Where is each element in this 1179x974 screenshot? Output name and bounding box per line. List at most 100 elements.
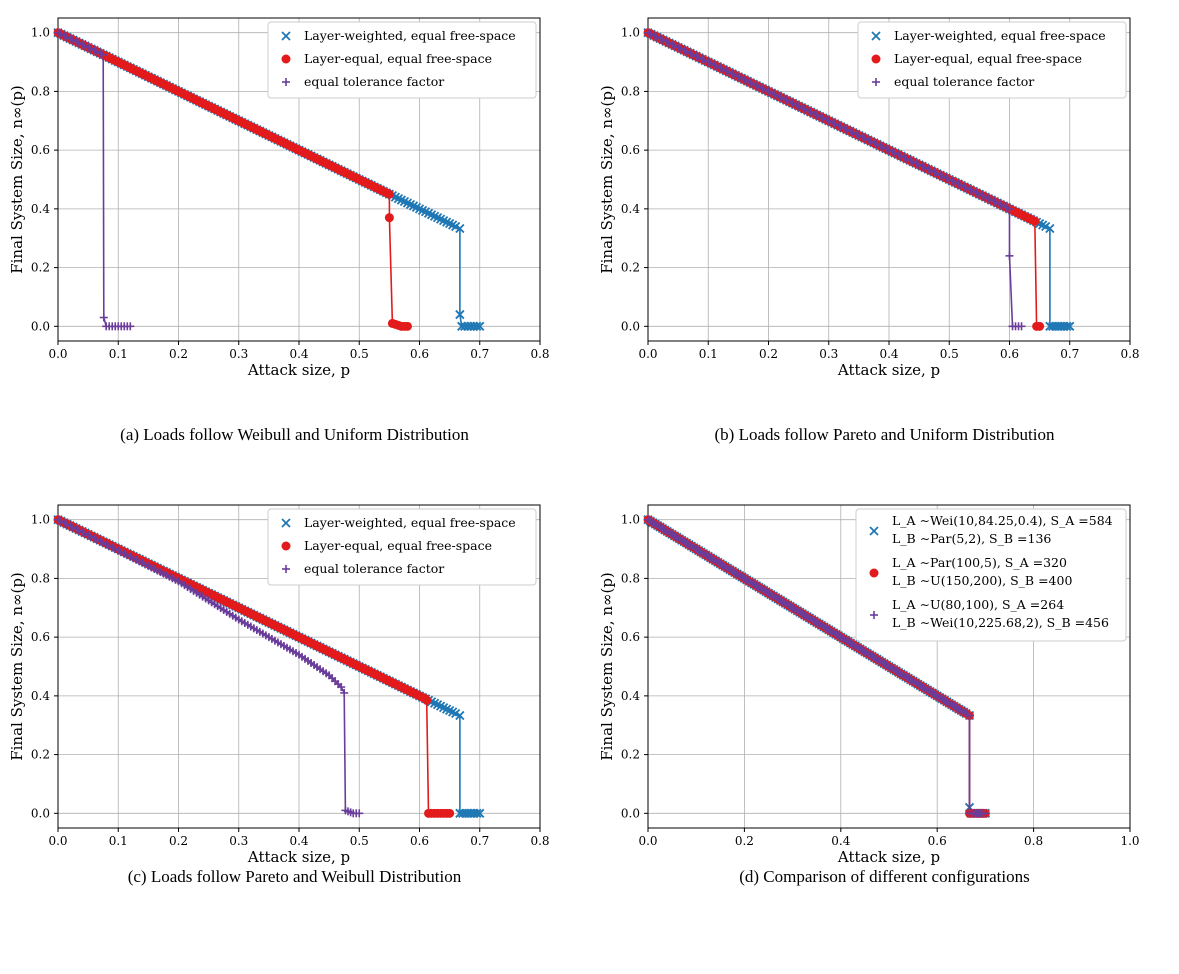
data-point <box>99 313 108 322</box>
legend-marker <box>281 31 291 41</box>
y-tick-label: 0.0 <box>31 319 50 333</box>
data-point <box>126 322 135 331</box>
legend-label: equal tolerance factor <box>304 74 444 89</box>
data-point <box>475 321 485 331</box>
data-point <box>99 50 108 59</box>
x-tick-label: 0.2 <box>735 834 754 848</box>
series-line <box>57 31 131 328</box>
legend-marker <box>281 518 291 528</box>
legend-marker <box>281 54 291 64</box>
x-axis-label: Attack size, p <box>247 848 350 866</box>
x-tick-label: 0.2 <box>169 347 188 361</box>
x-tick-label: 0.0 <box>638 834 657 848</box>
x-tick-label: 0.0 <box>638 347 657 361</box>
data-point <box>1030 216 1040 226</box>
y-tick-label: 0.8 <box>621 84 640 98</box>
data-point <box>472 808 482 818</box>
panel-c: 0.0 0.1 0.2 0.3 0.4 0.5 0.6 0.7 0.8 0.0 0.2 0.4 0.6 0… <box>0 487 589 974</box>
data-point <box>965 711 974 720</box>
y-tick-label: 0.8 <box>31 84 50 98</box>
x-tick-label: 0.1 <box>109 834 128 848</box>
caption: (c) Loads follow Pareto and Weibull Dist… <box>127 867 462 886</box>
legend-marker <box>869 526 879 536</box>
legend-label: Layer-weighted, equal free-space <box>304 28 516 43</box>
x-tick-label: 0.8 <box>530 834 549 848</box>
series-2 <box>644 515 990 818</box>
data-point <box>1035 321 1045 331</box>
x-tick-label: 0.2 <box>169 834 188 848</box>
legend-label: Layer-equal, equal free-space <box>304 538 492 553</box>
x-tick-label: 0.4 <box>831 834 850 848</box>
x-tick-label: 0.1 <box>109 347 128 361</box>
x-axis-label: Attack size, p <box>837 361 940 379</box>
legend-label: equal tolerance factor <box>304 561 444 576</box>
x-tick-label: 0.7 <box>1060 347 1079 361</box>
legend-marker <box>281 541 291 551</box>
caption: (b) Loads follow Pareto and Uniform Dist… <box>714 425 1055 444</box>
x-axis-label: Attack size, p <box>247 361 350 379</box>
data-point <box>1005 251 1014 260</box>
legend-label: L_A ∼Wei(10,84.25,0.4), S_A =584 <box>892 513 1113 528</box>
data-point <box>1017 322 1026 331</box>
y-tick-label: 0.0 <box>31 806 50 820</box>
y-tick-label: 1.0 <box>621 513 640 527</box>
legend-marker <box>282 78 290 86</box>
plot-frame <box>647 504 1131 829</box>
x-axis-label: Attack size, p <box>837 848 940 866</box>
legend-box <box>267 508 537 586</box>
panel-d: 0.0 0.2 0.4 0.6 0.8 1.0 0.0 0.2 0.4 0.6 0.8 1.0 Atta… <box>590 487 1179 974</box>
y-tick-label: 0.4 <box>621 202 640 216</box>
legend-label: Layer-weighted, equal free-space <box>304 515 516 530</box>
x-tick-label: 0.7 <box>470 347 489 361</box>
y-tick-label: 0.8 <box>621 571 640 585</box>
data-point <box>1005 204 1014 213</box>
y-axis-label: Final System Size, n∞(p) <box>8 85 26 274</box>
chart-svg: 0.0 0.1 0.2 0.3 0.4 0.5 0.6 0.7 0.8 0.0 0.2 0.4 0.6 0… <box>598 17 1140 379</box>
chart-svg: 0.0 0.1 0.2 0.3 0.4 0.5 0.6 0.7 0.8 0.0 0.2 0.4 0.6 0… <box>8 504 550 866</box>
series-2 <box>54 515 364 818</box>
x-tick-label: 0.3 <box>819 347 838 361</box>
y-tick-label: 0.0 <box>621 319 640 333</box>
y-tick-label: 0.8 <box>31 571 50 585</box>
y-tick-label: 0.6 <box>621 143 640 157</box>
data-point <box>475 808 485 818</box>
legend-label: L_B ∼U(150,200), S_B =400 <box>892 573 1072 588</box>
x-tick-label: 0.0 <box>48 347 67 361</box>
x-tick-label: 0.4 <box>879 347 898 361</box>
y-tick-label: 1.0 <box>31 513 50 527</box>
data-point <box>337 683 346 692</box>
x-tick-label: 0.3 <box>229 834 248 848</box>
x-tick-label: 0.4 <box>289 347 308 361</box>
x-tick-label: 0.6 <box>410 347 429 361</box>
series-2 <box>54 28 135 331</box>
legend-label: Layer-equal, equal free-space <box>304 51 492 66</box>
legend: Layer-weighted, equal free-space Layer-eq… <box>267 508 537 586</box>
y-tick-label: 0.0 <box>621 806 640 820</box>
chart-svg: 0.0 0.1 0.2 0.3 0.4 0.5 0.6 0.7 0.8 0.0 0.2 0.4 0.6 0… <box>8 17 550 379</box>
x-tick-label: 0.5 <box>350 834 369 848</box>
y-tick-label: 0.2 <box>621 748 640 762</box>
y-tick-label: 0.2 <box>31 261 50 275</box>
data-point <box>445 808 455 818</box>
y-tick-label: 1.0 <box>31 26 50 40</box>
y-tick-label: 0.2 <box>31 748 50 762</box>
legend-marker <box>871 54 881 64</box>
data-point <box>455 710 465 721</box>
x-tick-label: 0.2 <box>759 347 778 361</box>
x-tick-label: 0.8 <box>1120 347 1139 361</box>
legend-marker <box>872 78 880 86</box>
data-point <box>1045 223 1055 234</box>
x-tick-label: 0.7 <box>470 834 489 848</box>
y-tick-label: 0.6 <box>621 630 640 644</box>
legend: Layer-weighted, equal free-space Layer-eq… <box>267 21 537 99</box>
legend-marker <box>869 568 879 578</box>
y-tick-label: 1.0 <box>621 26 640 40</box>
x-tick-label: 0.8 <box>530 347 549 361</box>
legend: Layer-weighted, equal free-space Layer-eq… <box>857 21 1127 99</box>
legend-label: L_A ∼U(80,100), S_A =264 <box>892 597 1064 612</box>
y-tick-label: 0.4 <box>31 202 50 216</box>
data-point <box>340 688 349 697</box>
x-tick-label: 0.6 <box>410 834 429 848</box>
y-tick-label: 0.6 <box>31 630 50 644</box>
x-tick-label: 0.4 <box>289 834 308 848</box>
